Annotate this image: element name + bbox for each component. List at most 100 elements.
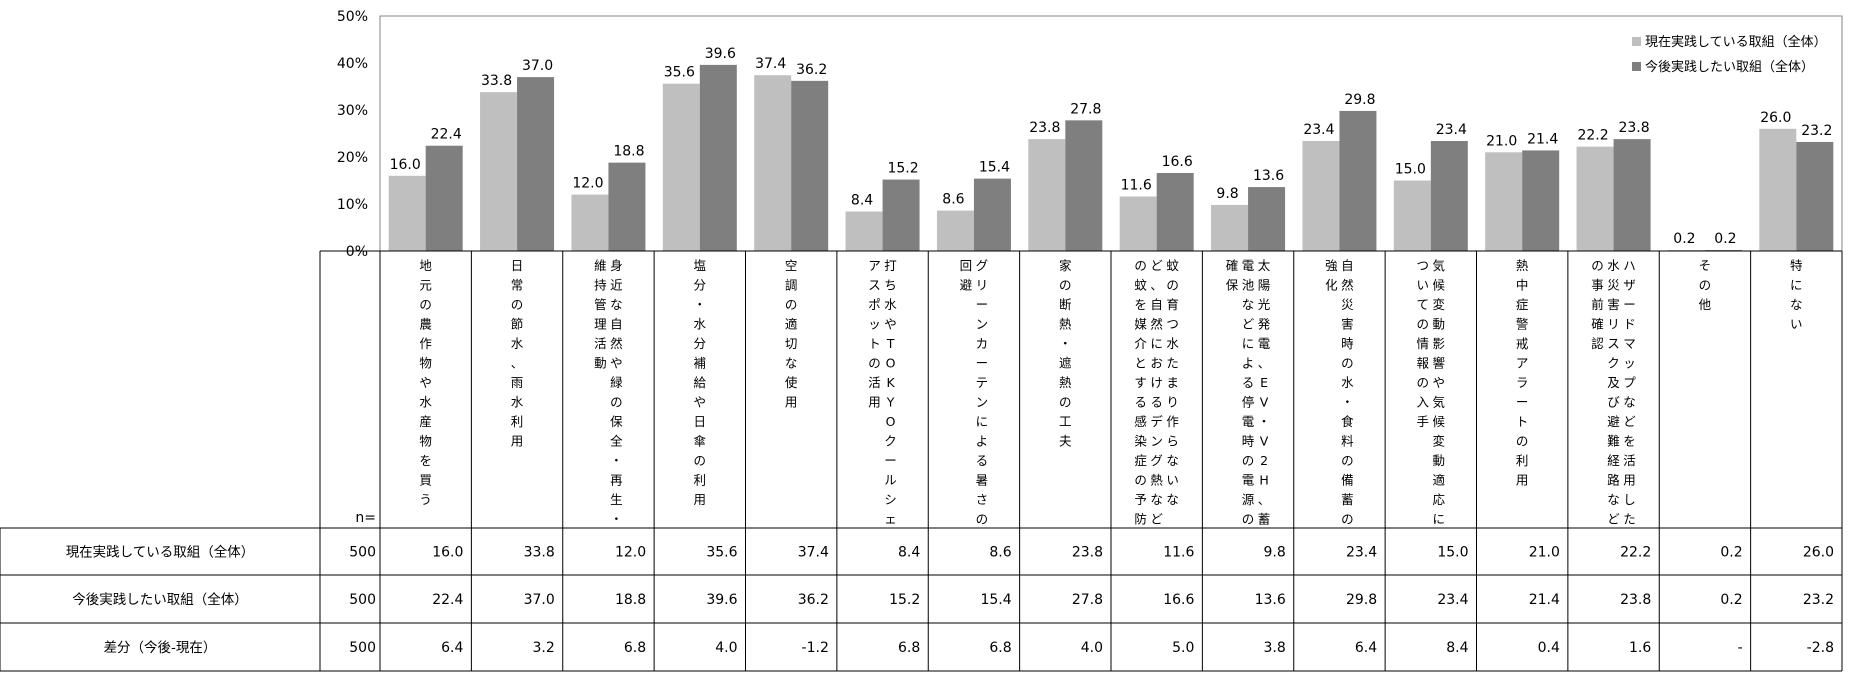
- category-labels: 地元の農作物や水産物を買う 日常の節水、雨水利用 身近な自然や緑の保全・再生・維持管…: [419, 258, 1802, 527]
- y-tick-label: 50%: [337, 9, 368, 25]
- data-label: 27.8: [1070, 101, 1101, 117]
- data-label: 37.0: [522, 58, 553, 74]
- category-label: アスポットの活用: [868, 258, 881, 410]
- y-tick-label: 30%: [337, 103, 368, 119]
- bar: [1211, 204, 1249, 251]
- bar: [425, 145, 463, 251]
- table-cell: 1.6: [1629, 640, 1651, 656]
- data-label: 16.0: [390, 157, 421, 173]
- y-tick-label: 10%: [337, 197, 368, 213]
- table-n-cell: 500: [349, 592, 376, 608]
- data-label: 33.8: [481, 73, 512, 89]
- category-label: 塩分・水分補給や日傘の利用: [694, 258, 707, 507]
- data-label: 26.0: [1760, 110, 1791, 126]
- category-label: 電池などによる停電時の電源の: [1242, 258, 1255, 527]
- data-label: 8.4: [851, 193, 873, 209]
- data-label: 0.2: [1673, 231, 1695, 247]
- data-label: 29.8: [1344, 92, 1375, 108]
- table-cell: 12.0: [615, 545, 646, 561]
- table-n-cell: 500: [349, 640, 376, 656]
- category-label: ど、自然におけるデング熱など: [1150, 258, 1163, 527]
- table-cell: 6.4: [441, 640, 463, 656]
- table-cell: 22.2: [1620, 545, 1651, 561]
- data-label: 23.4: [1303, 122, 1334, 138]
- category-label: 自然災害時の水・食料の備蓄の: [1341, 258, 1354, 527]
- legend-swatch: [1632, 62, 1641, 71]
- bar: [973, 178, 1011, 251]
- category-label: 打ち水や T O K Y O クールシェ: [884, 258, 897, 527]
- category-label: 特にない: [1790, 258, 1803, 332]
- category-label: 気候変動影響や気候変動適応に: [1433, 258, 1446, 527]
- legend-swatch: [1632, 37, 1641, 46]
- y-axis: 0% 10% 20% 30% 40% 50%: [337, 9, 368, 260]
- table-cell: 23.8: [1072, 545, 1103, 561]
- table-cell: 33.8: [524, 545, 555, 561]
- data-labels: 16.0 22.4 33.8 37.0 12.0 18.8 35.6 39.6 37.4 36.2…: [390, 46, 1833, 247]
- bar: [517, 77, 555, 251]
- bar: [1430, 141, 1468, 251]
- table-cell: 21.0: [1529, 545, 1560, 561]
- category-label: ハザードマップなどを活用した: [1623, 258, 1636, 527]
- category-label: 家の断熱・遮熱の工夫: [1059, 258, 1072, 449]
- table-cell: 23.2: [1803, 592, 1834, 608]
- legend-entry: 今後実践したい取組（全体）: [1645, 59, 1814, 75]
- data-label: 15.2: [887, 161, 918, 177]
- category-label: の蚊を媒介とする感染症の予防: [1134, 258, 1147, 527]
- table-cell: 5.0: [1172, 640, 1194, 656]
- table-cell: 0.4: [1538, 640, 1560, 656]
- bar: [791, 80, 829, 251]
- legend: 現在実践している取組（全体） 今後実践したい取組（全体）: [1632, 34, 1827, 75]
- table-row-label: 差分（今後-現在）: [104, 640, 217, 656]
- bar: [754, 75, 792, 251]
- bar: [1796, 141, 1834, 251]
- category-label: 熱中症警戒アラートの利用: [1516, 258, 1529, 488]
- table-row-label: 現在実践している取組（全体）: [66, 544, 255, 561]
- table-cell: 37.4: [798, 545, 829, 561]
- data-label: 21.4: [1527, 131, 1558, 147]
- data-label: 37.4: [755, 56, 786, 72]
- category-label: 蚊の育つ水たまり作らないな: [1166, 258, 1179, 507]
- table-cell: 6.8: [989, 640, 1011, 656]
- data-label: 9.8: [1216, 186, 1238, 202]
- table-cell: 39.6: [706, 592, 737, 608]
- bar: [608, 162, 646, 251]
- data-label: 36.2: [796, 62, 827, 78]
- table-cell: -: [1738, 640, 1743, 656]
- category-label: 地元の農作物や水産物を買う: [419, 258, 432, 507]
- table-cell: 6.8: [624, 640, 646, 656]
- category-label: 空調の適切な使用: [785, 258, 798, 410]
- category-label: グリーンカーテンによる暑さの: [976, 258, 989, 527]
- bar: [480, 92, 518, 251]
- data-label: 8.6: [942, 192, 964, 208]
- table-cell: 36.2: [798, 592, 829, 608]
- table-cell: 3.8: [1263, 640, 1285, 656]
- bars: [388, 64, 1834, 252]
- table-cell: 9.8: [1263, 545, 1285, 561]
- table-cell: 6.4: [1355, 640, 1377, 656]
- bar: [1339, 110, 1377, 251]
- table-cell: 16.6: [1163, 592, 1194, 608]
- table-cell: -1.2: [802, 640, 829, 656]
- data-label: 35.6: [664, 65, 695, 81]
- table-cell: 3.2: [532, 640, 554, 656]
- y-tick-label: 20%: [337, 150, 368, 166]
- legend-entry: 現在実践している取組（全体）: [1645, 34, 1827, 50]
- table-cell: 26.0: [1803, 545, 1834, 561]
- table-cell: 8.6: [989, 545, 1011, 561]
- bar: [1613, 139, 1651, 251]
- category-label: 身近な自然や緑の保全・再生・: [610, 258, 623, 527]
- table-cell: 15.0: [1437, 545, 1468, 561]
- table-cell: 0.2: [1720, 592, 1742, 608]
- table-cell: 16.0: [432, 545, 463, 561]
- data-label: 23.2: [1801, 123, 1832, 139]
- bar: [1248, 187, 1286, 251]
- table-cell: 4.0: [1081, 640, 1103, 656]
- bar: [1393, 180, 1431, 251]
- table-cell: 23.8: [1620, 592, 1651, 608]
- data-label: 11.6: [1121, 177, 1152, 193]
- n-header: n=: [355, 510, 376, 526]
- table-cell: 23.4: [1346, 545, 1377, 561]
- bar: [882, 179, 920, 251]
- table-cell: -2.8: [1807, 640, 1834, 656]
- category-label: の事前確認: [1591, 258, 1604, 351]
